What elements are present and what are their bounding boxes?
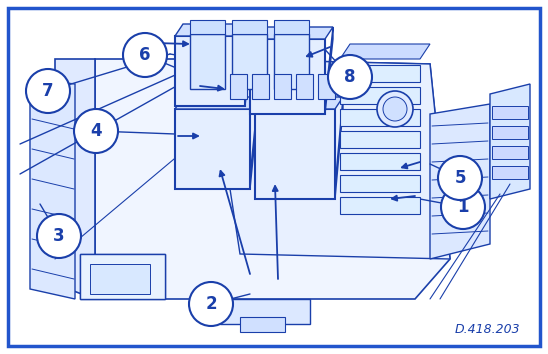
Bar (175, 36, 245, 106)
Polygon shape (430, 104, 490, 259)
Bar (340, 109, 420, 126)
Text: 4: 4 (90, 122, 102, 140)
Bar (296, 74, 313, 99)
Circle shape (441, 185, 485, 229)
Bar (232, 20, 267, 34)
Circle shape (26, 69, 70, 113)
Bar (340, 65, 420, 82)
Bar (340, 87, 420, 104)
Polygon shape (340, 44, 430, 59)
Polygon shape (250, 27, 333, 39)
Bar (340, 131, 420, 148)
Polygon shape (80, 254, 165, 299)
Bar (250, 39, 325, 114)
Circle shape (377, 91, 413, 127)
Polygon shape (175, 24, 253, 36)
Bar (274, 34, 309, 89)
Bar (190, 20, 225, 34)
Polygon shape (80, 254, 165, 299)
Bar (240, 317, 285, 332)
Polygon shape (210, 59, 450, 259)
Circle shape (328, 55, 372, 99)
Text: 8: 8 (344, 68, 356, 86)
Bar (252, 74, 269, 99)
Polygon shape (490, 84, 530, 199)
Text: 3: 3 (53, 227, 65, 245)
Text: 2: 2 (205, 295, 217, 313)
Circle shape (189, 282, 233, 326)
Bar (230, 74, 247, 99)
Polygon shape (175, 97, 258, 109)
Bar (340, 197, 420, 214)
Polygon shape (250, 97, 258, 189)
Polygon shape (55, 59, 95, 299)
Bar (232, 34, 267, 89)
Bar (492, 106, 528, 119)
Polygon shape (325, 27, 333, 114)
Circle shape (438, 156, 482, 200)
Bar (274, 74, 291, 99)
Bar (492, 146, 528, 159)
Bar (90, 264, 150, 294)
Circle shape (74, 109, 118, 153)
Bar (340, 153, 420, 170)
Bar (340, 175, 420, 192)
Bar (274, 20, 309, 34)
Bar (175, 109, 250, 189)
Polygon shape (255, 97, 343, 109)
Text: 7: 7 (42, 82, 54, 100)
Bar (255, 109, 335, 199)
Bar (190, 34, 225, 89)
Text: 5: 5 (454, 169, 466, 187)
Circle shape (37, 214, 81, 258)
Circle shape (123, 33, 167, 77)
Text: D.418.203: D.418.203 (454, 323, 520, 336)
Polygon shape (30, 79, 75, 299)
Bar (492, 166, 528, 179)
Polygon shape (335, 97, 343, 199)
Text: 1: 1 (457, 198, 469, 216)
Polygon shape (220, 299, 310, 324)
Polygon shape (245, 24, 253, 106)
Polygon shape (95, 59, 450, 299)
Text: 6: 6 (139, 46, 151, 64)
Bar (492, 126, 528, 139)
Circle shape (383, 97, 407, 121)
Bar (318, 74, 335, 99)
